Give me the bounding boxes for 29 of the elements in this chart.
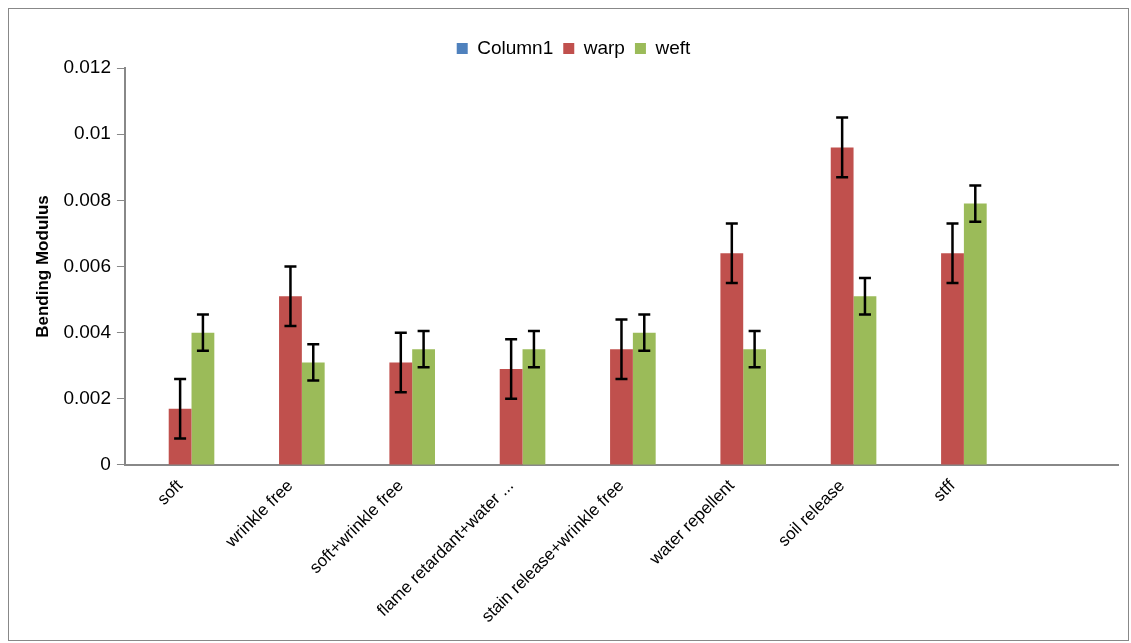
bar	[853, 296, 877, 465]
y-axis-title: Bending Modulus	[32, 195, 52, 338]
bar	[389, 362, 413, 465]
bar	[963, 203, 987, 465]
bar	[941, 253, 964, 465]
bar	[743, 349, 767, 465]
y-tick-label: 0.008	[63, 188, 111, 210]
y-tick-label: 0	[100, 453, 111, 475]
bar	[522, 349, 546, 465]
y-tick-label: 0.004	[63, 320, 112, 342]
legend-label: weft	[654, 36, 691, 58]
legend-label: warp	[582, 36, 625, 58]
bar	[632, 332, 656, 465]
x-tick-label: stff	[929, 475, 959, 506]
y-tick-label: 0.012	[63, 56, 111, 78]
y-tick-label: 0.002	[63, 387, 111, 409]
bar	[610, 349, 633, 465]
y-tick-label: 0.006	[63, 254, 111, 276]
x-tick-label: soft	[153, 475, 187, 509]
bar	[720, 253, 744, 465]
y-tick-label: 0.01	[73, 122, 111, 144]
bar	[499, 369, 523, 465]
bar	[279, 296, 302, 465]
legend-label: Column1	[477, 36, 554, 58]
bar	[168, 408, 192, 465]
bar	[830, 147, 854, 465]
bar	[191, 332, 215, 465]
bar	[412, 349, 435, 465]
bar	[301, 362, 325, 465]
